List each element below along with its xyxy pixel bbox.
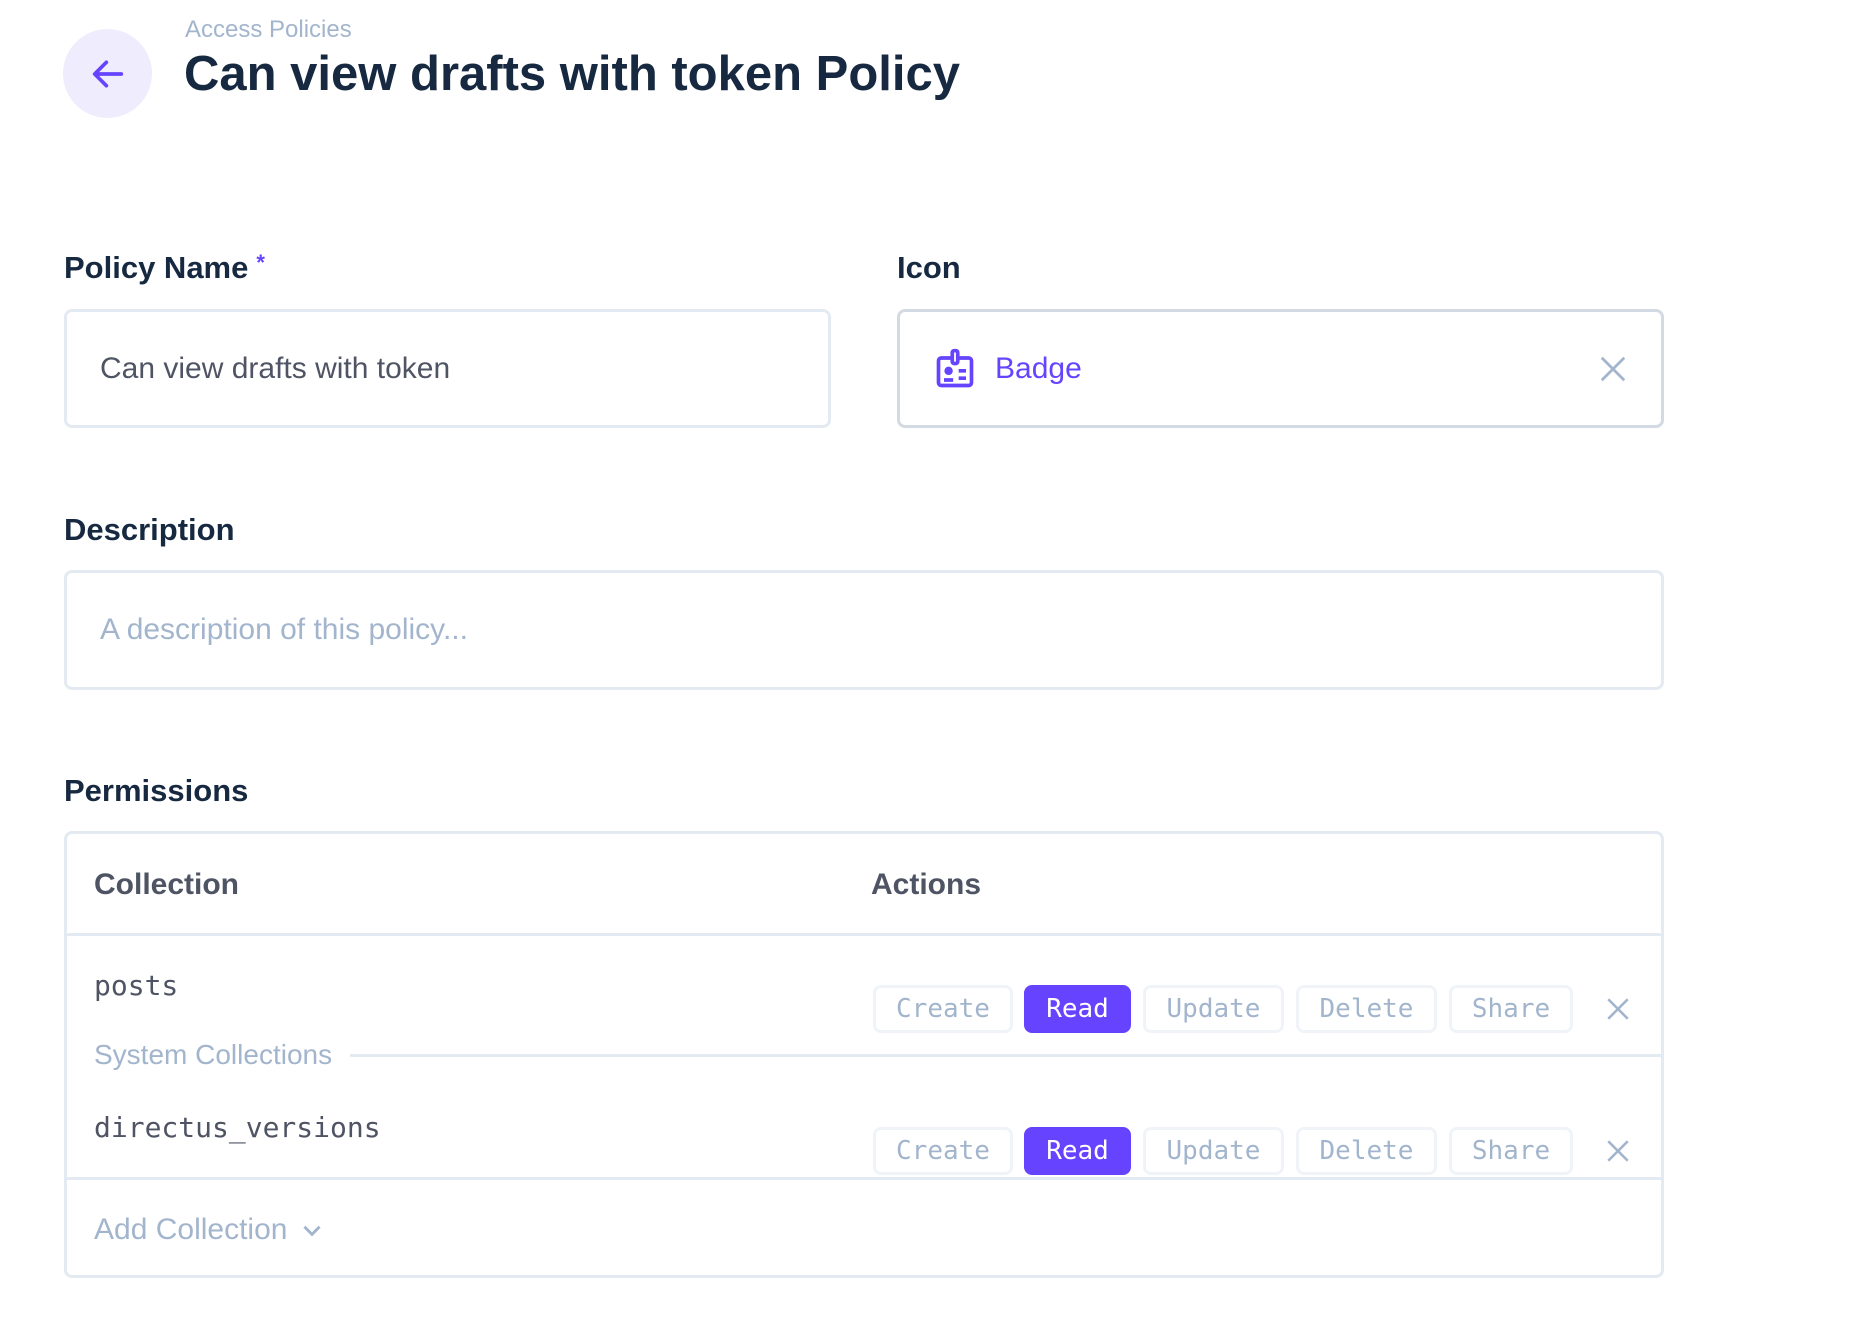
icon-select[interactable]: Badge bbox=[897, 309, 1664, 428]
permissions-table: Collection Actions posts System Collecti… bbox=[64, 831, 1664, 1278]
arrow-left-icon bbox=[92, 60, 123, 87]
add-collection-label: Add Collection bbox=[94, 1213, 288, 1246]
collection-name: posts bbox=[94, 969, 179, 1002]
group-label: System Collections bbox=[94, 1039, 333, 1070]
policy-name-label-text: Policy Name bbox=[64, 250, 249, 285]
action-update-button[interactable]: Update bbox=[1143, 985, 1284, 1033]
required-mark: * bbox=[256, 250, 265, 275]
column-collection: Collection bbox=[94, 868, 240, 901]
policy-name-input[interactable]: Can view drafts with token bbox=[64, 309, 831, 428]
permissions-label: Permissions bbox=[64, 773, 249, 808]
action-share-button[interactable]: Share bbox=[1449, 1127, 1573, 1175]
action-read-button[interactable]: Read bbox=[1024, 1127, 1131, 1175]
policy-name-label: Policy Name * bbox=[64, 250, 265, 286]
description-label: Description bbox=[64, 512, 235, 547]
breadcrumb[interactable]: Access Policies bbox=[185, 16, 352, 43]
badge-icon bbox=[936, 348, 974, 387]
action-update-button[interactable]: Update bbox=[1143, 1127, 1284, 1175]
action-share-button[interactable]: Share bbox=[1449, 985, 1573, 1033]
policy-name-value: Can view drafts with token bbox=[100, 351, 451, 385]
description-input[interactable]: A description of this policy... bbox=[64, 570, 1664, 690]
column-actions: Actions bbox=[871, 868, 982, 901]
chevron-down-icon bbox=[303, 1225, 322, 1237]
description-placeholder: A description of this policy... bbox=[100, 613, 468, 646]
divider bbox=[67, 1177, 1661, 1180]
divider bbox=[67, 933, 1661, 936]
action-create-button[interactable]: Create bbox=[873, 1127, 1013, 1175]
collection-name: directus_versions bbox=[94, 1111, 381, 1144]
icon-value: Badge bbox=[995, 351, 1082, 385]
action-delete-button[interactable]: Delete bbox=[1296, 1127, 1437, 1175]
action-delete-button[interactable]: Delete bbox=[1296, 985, 1437, 1033]
back-button[interactable] bbox=[63, 29, 152, 118]
add-collection-button[interactable]: Add Collection bbox=[94, 1213, 325, 1247]
action-read-button[interactable]: Read bbox=[1024, 985, 1131, 1033]
action-create-button[interactable]: Create bbox=[873, 985, 1013, 1033]
icon-label: Icon bbox=[897, 250, 961, 285]
system-collections-group: System Collections bbox=[94, 1039, 1664, 1071]
remove-row-icon[interactable] bbox=[1605, 1138, 1631, 1164]
clear-icon-button[interactable] bbox=[1598, 354, 1628, 384]
page-title: Can view drafts with token Policy bbox=[184, 47, 961, 101]
divider bbox=[350, 1053, 1664, 1057]
remove-row-icon[interactable] bbox=[1605, 996, 1631, 1022]
